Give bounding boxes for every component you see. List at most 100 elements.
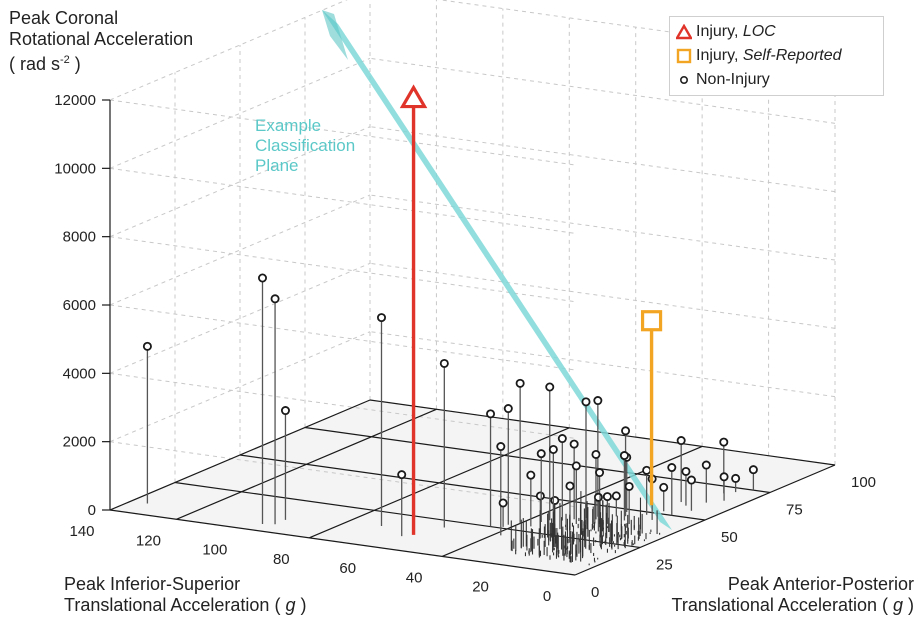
non-injury-point — [731, 473, 741, 483]
non-injury-point — [681, 466, 691, 476]
axes-grid — [109, 0, 836, 576]
x-axis-label: Peak Anterior-Posterior Translational Ac… — [596, 574, 914, 616]
z-tick-label: 12000 — [54, 92, 96, 109]
z-tick-label: 6000 — [63, 297, 96, 314]
y-tick-label: 20 — [472, 579, 489, 596]
y-axis-label-line2: Translational Acceleration ( g ) — [64, 595, 306, 616]
non-injury-point — [748, 465, 758, 475]
non-injury-point — [565, 481, 575, 491]
legend-label-loc-text: Injury, — [696, 23, 743, 40]
y-axis-label-unit: g — [285, 595, 296, 615]
non-injury-point — [624, 481, 634, 491]
left-wall-gridline — [109, 372, 576, 439]
y-axis-label-line1: Peak Inferior-Superior — [64, 574, 241, 594]
non-injury-point — [548, 444, 558, 454]
y-axis-label-text: Translational Acceleration ( — [64, 595, 286, 615]
left-wall-gridline — [109, 304, 576, 371]
non-injury-point — [602, 492, 612, 502]
non-injury-point — [621, 426, 631, 436]
x-axis-label-unit: g — [892, 595, 903, 615]
y-tick-label: 140 — [69, 523, 94, 540]
y-tick-label: 40 — [406, 569, 423, 586]
z-axis-label-exp: -2 — [60, 54, 70, 66]
legend-label-loc: Injury, LOC — [696, 23, 776, 41]
back-wall-gridline — [109, 0, 348, 101]
non-injury-point — [642, 465, 652, 475]
data-points — [142, 84, 758, 566]
x-tick-label: 0 — [591, 584, 599, 601]
non-injury-point — [142, 341, 152, 351]
legend: Injury, LOC Injury, Self-Reported Non-In… — [669, 16, 884, 96]
non-injury-point — [619, 451, 629, 461]
non-injury-point — [667, 463, 677, 473]
non-injury-point — [550, 495, 560, 505]
left-wall-gridline — [109, 167, 576, 234]
non-injury-point — [593, 396, 603, 406]
x-axis-label-line2: Translational Acceleration ( g ) — [596, 595, 914, 616]
legend-item-self-reported: Injury, Self-Reported — [676, 44, 877, 68]
dense-cluster — [510, 491, 661, 566]
x-tick-label: 75 — [786, 502, 803, 519]
side-wall-gridline — [369, 262, 836, 329]
non-injury-point — [593, 492, 603, 502]
back-wall-gridline — [109, 262, 371, 374]
z-axis-label: Peak Coronal Rotational Acceleration ( r… — [9, 8, 193, 75]
plane-annotation: Example Classification Plane — [255, 116, 355, 176]
x-axis-label-line1: Peak Anterior-Posterior — [727, 574, 914, 594]
non-injury-point — [498, 498, 508, 508]
x-axis-label-close: ) — [903, 595, 914, 615]
non-injury-point — [439, 358, 449, 368]
y-tick-label: 120 — [136, 532, 161, 549]
legend-item-loc: Injury, LOC — [676, 20, 877, 44]
circle-icon — [676, 72, 692, 88]
non-injury-point — [569, 439, 579, 449]
z-tick-label: 2000 — [63, 434, 96, 451]
legend-label-sr-text: Injury, — [696, 47, 743, 64]
left-wall-gridline — [109, 441, 576, 508]
non-injury-point — [397, 470, 407, 480]
non-injury-point — [701, 460, 711, 470]
non-injury-point — [536, 449, 546, 459]
side-wall-gridline — [369, 194, 836, 261]
y-tick-label: 80 — [273, 551, 290, 568]
floor-gridline-y — [441, 445, 703, 557]
floor-gridline-y — [109, 399, 371, 511]
non-injury-point — [719, 472, 729, 482]
z-axis-label-line3: ( rad s-2 ) — [9, 50, 193, 75]
non-injury-point — [257, 273, 267, 283]
non-injury-point — [270, 294, 280, 304]
back-wall-gridline — [109, 194, 371, 306]
left-wall-gridline — [109, 236, 576, 303]
non-injury-point — [280, 406, 290, 416]
legend-label-loc-italic: LOC — [742, 23, 776, 40]
non-injury-point — [557, 434, 567, 444]
tick-labels: 0 2000 4000 6000 8000 10000 12000 0 20 40 60 80 100 1… — [54, 92, 876, 605]
z-axis-label-line1: Peak Coronal — [9, 8, 119, 28]
triangle-icon — [676, 24, 692, 40]
back-wall-gridline — [109, 126, 371, 238]
side-wall-gridline — [369, 126, 836, 193]
legend-item-non-injury: Non-Injury — [676, 68, 877, 92]
non-injury-point — [595, 468, 605, 478]
non-injury-point — [545, 382, 555, 392]
back-wall-gridline — [109, 57, 371, 169]
side-wall-gridline — [437, 0, 836, 56]
y-axis-label-close: ) — [295, 595, 307, 615]
floor-gridline-y — [309, 427, 570, 539]
x-tick-label: 100 — [851, 474, 876, 491]
y-axis-label: Peak Inferior-Superior Translational Acc… — [64, 574, 306, 616]
non-injury-point — [591, 449, 601, 459]
floor-gridline-x — [109, 509, 576, 576]
non-injury-point — [376, 313, 386, 323]
non-injury-point — [503, 404, 513, 414]
injury-self-reported-point — [640, 310, 663, 332]
x-tick-label: 25 — [656, 557, 673, 574]
square-icon — [676, 48, 692, 64]
y-tick-label: 0 — [543, 588, 551, 605]
plane-annotation-line1: Example — [255, 116, 322, 135]
z-axis-label-line2: Rotational Acceleration — [9, 29, 194, 49]
z-tick-label: 10000 — [54, 160, 96, 177]
non-injury-point — [496, 442, 506, 452]
x-axis-label-text: Translational Acceleration ( — [671, 595, 893, 615]
